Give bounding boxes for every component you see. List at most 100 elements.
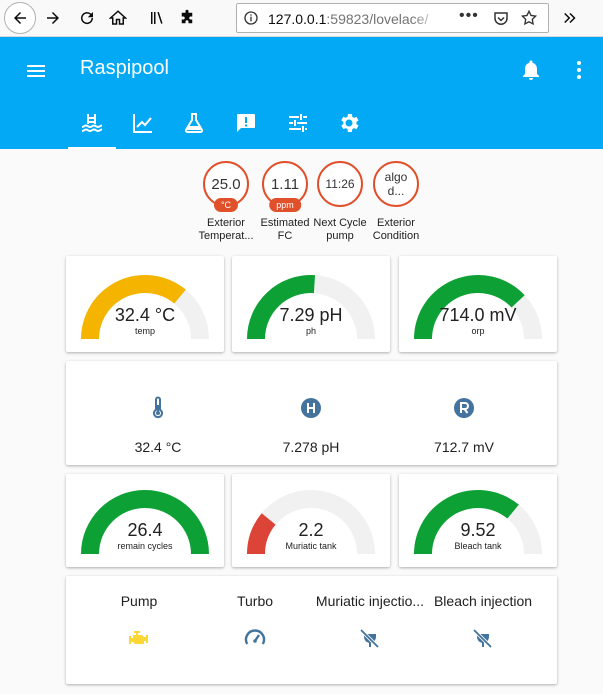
speedometer-icon xyxy=(244,629,266,645)
gauge-card-muriatic-tank[interactable]: 2.2 Muriatic tank xyxy=(232,474,390,567)
badge-label: Exterior Condition xyxy=(372,217,420,242)
switch-label: Turbo xyxy=(236,593,274,609)
power-plug-off-icon xyxy=(472,628,493,649)
top-gauge-svg xyxy=(247,275,375,339)
tab-adjustments[interactable] xyxy=(274,111,322,149)
gauge-value-arc xyxy=(81,490,209,554)
puzzle-icon xyxy=(181,9,193,24)
badge-label: Exterior Temperat... xyxy=(198,217,254,242)
pool-icon xyxy=(81,114,103,133)
gauge-value: 2.2 xyxy=(298,520,324,540)
gauge-card-remain-cycles[interactable]: 26.4 remain cycles xyxy=(66,474,224,567)
gauge-card-bleach-tank[interactable]: 9.52 Bleach tank xyxy=(399,474,557,567)
tab-settings[interactable] xyxy=(325,111,373,149)
power-plug-off-icon xyxy=(359,628,380,649)
gauge-name: Muriatic tank xyxy=(285,541,337,551)
badge-exterior-condition[interactable]: algo d... Exterior Condition xyxy=(366,161,426,243)
library-button[interactable] xyxy=(142,3,172,33)
tab-pool[interactable] xyxy=(68,111,116,149)
badge-label: Next Cycle pump xyxy=(313,217,367,242)
pocket-icon[interactable] xyxy=(492,10,510,28)
gauge-name: remain cycles xyxy=(117,541,173,551)
app-header: Raspipool xyxy=(0,37,603,149)
switch-label: Pump xyxy=(120,593,158,609)
home-button[interactable] xyxy=(103,3,133,33)
library-icon xyxy=(151,11,163,24)
extensions-button[interactable] xyxy=(172,3,202,33)
flask-icon xyxy=(184,113,204,133)
badge-circle: 11:26 xyxy=(317,161,363,207)
chart-line-icon xyxy=(133,114,152,133)
badge-exterior-temperature[interactable]: 25.0 °C Exterior Temperat... xyxy=(196,161,256,243)
bottom-gauge-svg xyxy=(414,490,542,554)
gauge-name: temp xyxy=(134,326,155,336)
badge-next-cycle-pump[interactable]: 11:26 Next Cycle pump xyxy=(310,161,370,243)
switch-turbo[interactable]: Turbo xyxy=(196,593,314,655)
url-bar[interactable]: 127.0.0.1:59823/lovelace/ ••• xyxy=(236,3,549,33)
overflow-menu-button[interactable] xyxy=(555,3,585,33)
url-text[interactable]: 127.0.0.1:59823/lovelace/ xyxy=(268,11,438,27)
switch-muriatic-injection[interactable]: Muriatic injectio... xyxy=(311,593,429,655)
gauge-card-ph[interactable]: 7.29 pH ph xyxy=(232,256,390,352)
badge-value: algo d... xyxy=(384,170,408,198)
badge-value: 1.11 xyxy=(270,175,300,193)
sensor-orp[interactable]: 712.7 mV xyxy=(404,396,524,455)
reload-button[interactable] xyxy=(72,3,102,33)
gauge-value-arc xyxy=(414,490,519,554)
url-host: 127.0.0.1 xyxy=(268,11,327,27)
gauge-value-arc xyxy=(414,275,525,339)
sensor-temp[interactable]: 32.4 °C xyxy=(98,396,218,455)
gauge-card-orp[interactable]: 714.0 mV orp xyxy=(399,256,557,352)
top-gauge-svg xyxy=(414,275,542,339)
badge-value: 25.0 xyxy=(211,175,241,193)
badge-circle: algo d... xyxy=(373,161,419,207)
more-vert-icon[interactable] xyxy=(567,58,591,82)
bookmark-star-icon[interactable] xyxy=(520,9,538,27)
gauge-value-arc xyxy=(81,275,186,339)
gauge-track xyxy=(247,490,375,554)
badge-circle: 1.11 ppm xyxy=(262,161,308,212)
badge-value: 11:26 xyxy=(325,177,355,191)
engine-icon xyxy=(129,631,148,644)
arrow-right-icon xyxy=(47,12,59,24)
switches-card: Pump Turbo Muriatic injectio... Bleach i… xyxy=(66,576,557,684)
switch-label: Bleach injection xyxy=(433,593,533,609)
reload-icon xyxy=(81,12,94,25)
browser-toolbar: 127.0.0.1:59823/lovelace/ ••• xyxy=(0,0,603,37)
info-icon[interactable] xyxy=(243,10,259,26)
menu-icon[interactable] xyxy=(24,59,48,83)
badge-unit: °C xyxy=(213,198,239,212)
gauge-value: 714.0 mV xyxy=(439,305,517,325)
sensors-card: 32.4 °C 7.278 pH 712.7 mV xyxy=(66,361,557,465)
gauge-card-temp[interactable]: 32.4 °C temp xyxy=(66,256,224,352)
forward-button[interactable] xyxy=(38,3,68,33)
gauge-value: 7.29 pH xyxy=(279,305,343,325)
page-actions-icon[interactable]: ••• xyxy=(459,7,479,24)
gauge-name: orp xyxy=(471,326,485,336)
sensor-value: 7.278 pH xyxy=(282,439,340,455)
badge-estimated-fc[interactable]: 1.11 ppm Estimated FC xyxy=(255,161,315,243)
settings-icon xyxy=(341,114,359,132)
alpha-r-circle-icon xyxy=(454,398,474,418)
gauge-value: 32.4 °C xyxy=(114,305,176,325)
gauge-value-arc xyxy=(247,275,316,339)
arrow-left-icon xyxy=(14,12,26,24)
badge-unit: ppm xyxy=(269,198,301,212)
url-fade xyxy=(412,7,442,29)
sensor-value: 32.4 °C xyxy=(134,439,182,455)
back-button[interactable] xyxy=(4,2,36,34)
url-path: :59823/lovelace/ xyxy=(326,11,429,27)
sensor-ph[interactable]: 7.278 pH xyxy=(251,396,371,455)
tab-history[interactable] xyxy=(119,111,167,149)
tune-icon xyxy=(289,114,307,132)
bottom-gauge-svg xyxy=(81,490,209,554)
switch-label: Muriatic injectio... xyxy=(315,593,425,609)
switch-bleach-injection[interactable]: Bleach injection xyxy=(424,593,542,655)
bell-icon[interactable] xyxy=(519,58,543,82)
gauge-value: 9.52 xyxy=(460,520,496,540)
tab-alerts[interactable] xyxy=(222,111,270,149)
gauge-value: 26.4 xyxy=(127,520,163,540)
sensor-value: 712.7 mV xyxy=(434,439,494,455)
switch-pump[interactable]: Pump xyxy=(80,593,198,655)
tab-chemistry[interactable] xyxy=(170,111,218,149)
